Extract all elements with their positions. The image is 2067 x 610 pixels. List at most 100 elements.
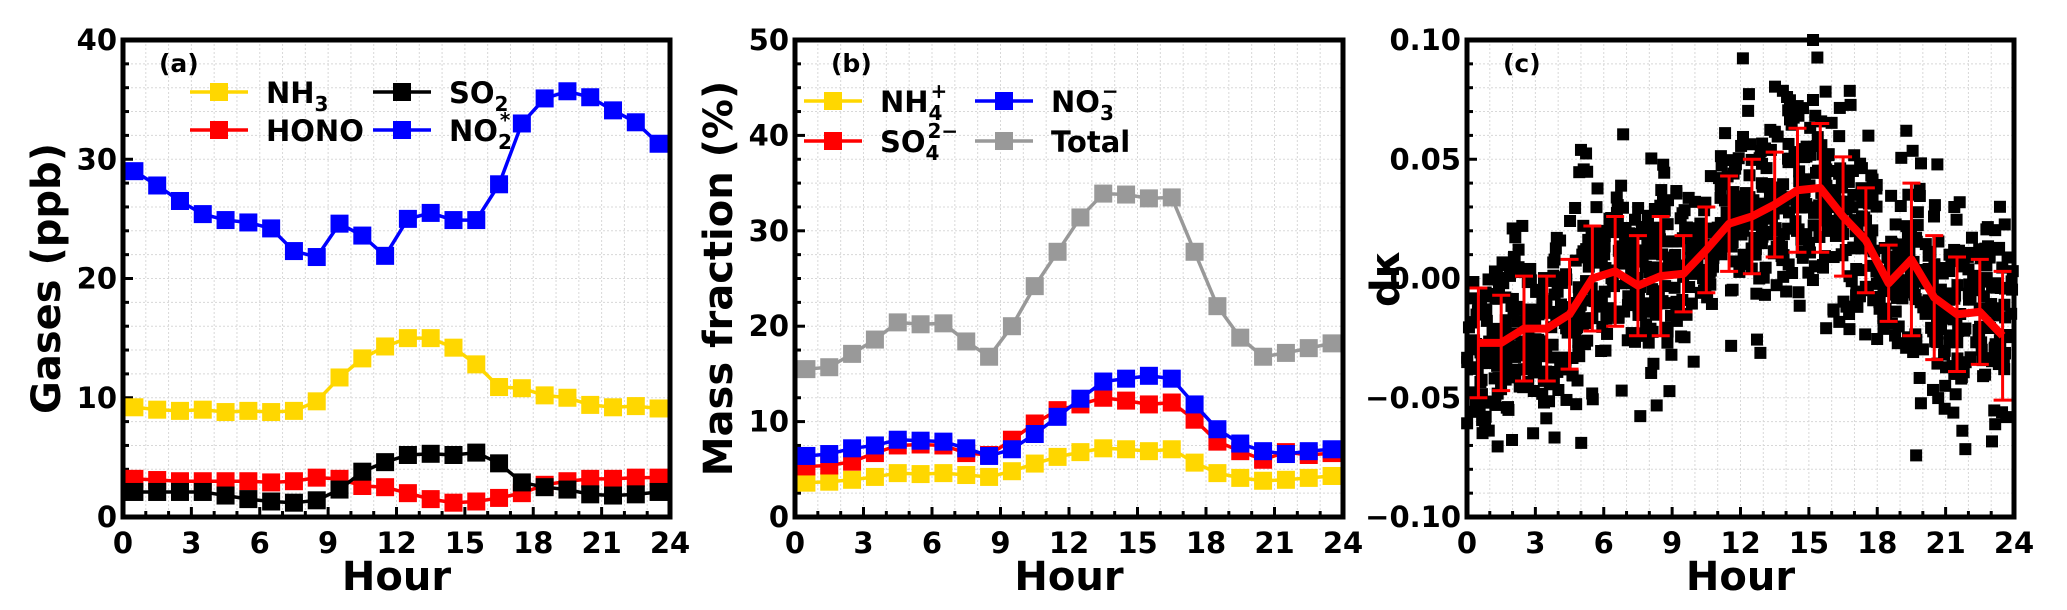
scatter-point [1496,256,1509,269]
data-point [444,493,463,512]
scatter-point [1650,399,1663,412]
data-point [1025,425,1044,444]
scatter-point [1825,116,1838,129]
legend-label-superscript: * [500,108,511,132]
scatter-point [1645,247,1658,260]
data-point [216,472,235,491]
data-point [1139,366,1158,385]
scatter-point [1643,266,1656,279]
scatter-point [1683,281,1696,294]
scatter-point [1871,333,1884,346]
scatter-point [1548,288,1561,301]
data-point [1322,440,1341,459]
legend-label-base: NH [266,76,315,110]
data-point [934,464,953,483]
scatter-point [1859,328,1872,341]
data-point [1185,395,1204,414]
data-point [284,401,303,420]
scatter-point [1979,368,1992,381]
data-point [170,482,189,501]
scatter-point [1527,427,1540,440]
data-point [1048,242,1067,261]
legend-label: Total [1051,125,1130,159]
scatter-point [1853,264,1866,277]
scatter-point [1926,383,1939,396]
data-point [376,478,395,497]
x-tick-label: 15 [1117,526,1157,560]
scatter-point [1620,235,1633,248]
scatter-point [1725,339,1738,352]
scatter-point [1661,218,1674,231]
scatter-point [1894,200,1907,213]
data-point [865,330,884,349]
data-point [934,432,953,451]
scatter-point [1742,88,1755,101]
x-tick-label: 24 [1323,526,1363,560]
legend-label: NO3− [1051,79,1119,125]
scatter-point [1769,80,1782,93]
scatter-point [1782,156,1795,169]
data-point [581,88,600,107]
data-point [512,379,531,398]
scatter-point [1569,201,1582,214]
scatter-point [1911,206,1924,219]
data-point [125,482,144,501]
scatter-point [1500,401,1513,414]
y-tick-label: −0.10 [1365,500,1461,534]
data-point [797,446,816,465]
data-point [1139,395,1158,414]
x-tick-label: 3 [181,526,201,560]
legend-label: NH4+ [880,79,947,125]
legend-marker [824,92,842,110]
data-point [376,337,395,356]
scatter-point [1862,129,1875,142]
scatter-point [1833,130,1846,143]
x-tick-label: 12 [376,526,416,560]
series-nh4- [797,439,1341,492]
scatter-point [1804,121,1817,134]
data-point [376,246,395,265]
scatter-point [1543,395,1556,408]
scatter-point [1889,305,1902,318]
scatter-point [1657,158,1670,171]
data-point [193,205,212,224]
x-tick-label: 3 [853,526,873,560]
legend-label-superscript: − [1102,79,1119,103]
x-tick-label: 0 [113,526,133,560]
scatter-point [1948,200,1961,213]
scatter-point [1629,255,1642,268]
legend-label-subscript: 3 [315,92,329,116]
scatter-point [1913,371,1926,384]
scatter-point [1792,286,1805,299]
scatter-point [1695,264,1708,277]
scatter-point [1895,151,1908,164]
y-tick-label: 10 [749,405,789,439]
scatter-point [1947,406,1960,419]
scatter-point [1590,201,1603,214]
scatter-point [1744,138,1757,151]
y-tick-label: −0.05 [1365,381,1461,415]
data-point [353,226,372,245]
legend-label-superscript: + [930,79,947,103]
data-point [262,403,281,422]
scatter-point [1988,404,2001,417]
x-tick-label: 24 [650,526,690,560]
scatter-point [1962,287,1975,300]
x-axis-title: Hour [342,554,451,600]
scatter-point [1571,374,1584,387]
data-point [1322,334,1341,353]
scatter-point [1827,305,1840,318]
data-point [649,482,668,501]
data-point [626,113,645,132]
scatter-point [1919,238,1932,251]
data-point [1071,443,1090,462]
axes-frame [792,37,1346,520]
legend-marker [393,121,411,139]
scatter-point [1837,295,1850,308]
data-point [353,462,372,481]
data-point [1254,471,1273,490]
legend-item: NO3− [975,79,1119,125]
data-point [148,176,167,195]
scatter-point [1668,281,1681,294]
data-point [1094,372,1113,391]
